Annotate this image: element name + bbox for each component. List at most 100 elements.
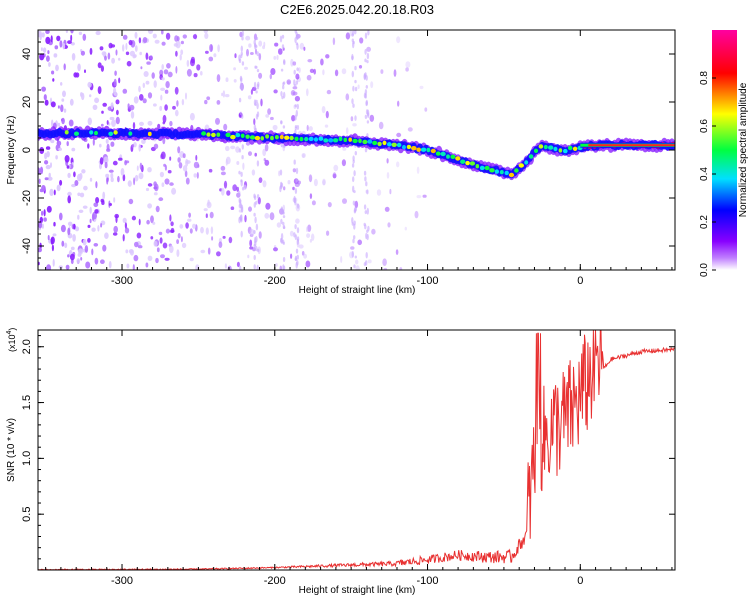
noise-speckle: [370, 81, 374, 89]
noise-speckle: [321, 106, 326, 114]
ridge-peak: [265, 134, 269, 139]
noise-speckle: [125, 51, 130, 56]
noise-speckle: [120, 168, 125, 176]
noise-speckle: [275, 263, 278, 267]
noise-streak: [281, 95, 284, 100]
noise-streak: [351, 98, 354, 105]
noise-speckle: [115, 49, 118, 56]
noise-streak: [367, 30, 370, 36]
noise-speckle: [311, 200, 316, 206]
noise-speckle: [50, 139, 55, 144]
noise-speckle: [46, 205, 52, 213]
noise-speckle: [145, 52, 149, 60]
noise-speckle: [77, 63, 81, 72]
noise-speckle: [233, 67, 237, 71]
noise-speckle: [104, 55, 107, 61]
ridge-peak: [74, 131, 79, 136]
noise-streak: [255, 245, 258, 252]
ridge-peak: [538, 144, 544, 149]
noise-speckle: [45, 30, 50, 34]
noise-speckle: [87, 143, 90, 149]
noise-streak: [294, 104, 297, 108]
noise-speckle: [108, 169, 114, 173]
noise-speckle: [325, 54, 330, 59]
ridge-peak: [332, 138, 339, 143]
colorbar-ticks: 0.0 0.2 0.4 0.6 0.8: [699, 71, 716, 277]
noise-streak: [351, 250, 354, 258]
noise-streak: [240, 51, 243, 56]
noise-streak: [238, 197, 241, 204]
noise-speckle: [387, 222, 391, 228]
noise-speckle: [187, 218, 192, 222]
noise-speckle: [172, 105, 176, 110]
noise-streak: [352, 85, 355, 92]
noise-speckle: [46, 151, 50, 158]
ridge-peak: [206, 132, 211, 137]
ridge-peak: [528, 154, 534, 159]
noise-speckle: [371, 228, 376, 235]
noise-speckle: [378, 121, 384, 130]
noise-speckle: [94, 209, 99, 214]
noise-speckle: [269, 73, 272, 80]
noise-speckle: [56, 184, 61, 192]
noise-speckle: [66, 165, 70, 169]
noise-speckle: [175, 66, 178, 74]
noise-speckle: [41, 210, 44, 216]
noise-streak: [253, 212, 256, 217]
noise-speckle: [59, 40, 63, 48]
ridge-peak: [402, 145, 406, 150]
noise-speckle: [153, 80, 157, 88]
noise-speckle: [61, 117, 65, 125]
colorbar-label: Normalized spectral amplitude: [738, 82, 749, 217]
noise-streak: [253, 264, 256, 270]
ridge-peak: [338, 136, 343, 142]
noise-speckle: [393, 69, 397, 77]
noise-speckle: [167, 71, 173, 78]
noise-speckle: [131, 215, 136, 221]
noise-streak: [257, 81, 260, 88]
ridge-peak: [553, 146, 558, 152]
noise-speckle: [124, 160, 127, 166]
noise-speckle: [149, 55, 153, 60]
ridge-peak: [543, 144, 548, 150]
noise-speckle: [213, 53, 217, 58]
noise-speckle: [53, 221, 56, 227]
noise-streak: [364, 148, 368, 153]
noise-streak: [294, 114, 297, 121]
noise-streak: [282, 257, 286, 262]
noise-speckle: [81, 92, 85, 101]
noise-streak: [240, 230, 243, 238]
noise-speckle: [118, 157, 123, 161]
noise-speckle: [71, 147, 76, 152]
noise-speckle: [133, 54, 137, 58]
noise-streak: [283, 91, 286, 99]
noise-speckle: [185, 222, 189, 229]
noise-speckle: [47, 235, 50, 241]
ridge-peak: [387, 142, 392, 147]
noise-speckle: [43, 209, 46, 217]
noise-speckle: [122, 34, 128, 40]
noise-speckle: [276, 222, 282, 228]
noise-speckle: [161, 41, 166, 46]
y-tick-label: -40: [21, 238, 33, 254]
noise-streak: [352, 155, 355, 161]
ridge-peak: [377, 141, 382, 147]
noise-speckle: [64, 242, 68, 249]
noise-speckle: [145, 187, 150, 192]
noise-speckle: [358, 65, 363, 69]
noise-streak: [253, 230, 256, 234]
noise-speckle: [106, 143, 110, 151]
noise-speckle: [211, 236, 214, 241]
noise-speckle: [126, 60, 132, 67]
noise-speckle: [179, 54, 182, 61]
noise-speckle: [169, 229, 175, 233]
noise-speckle: [307, 59, 313, 63]
noise-speckle: [164, 257, 170, 261]
noise-speckle: [405, 61, 411, 68]
noise-speckle: [60, 82, 63, 86]
noise-speckle: [270, 116, 274, 121]
noise-streak: [255, 65, 258, 69]
noise-speckle: [294, 95, 300, 102]
